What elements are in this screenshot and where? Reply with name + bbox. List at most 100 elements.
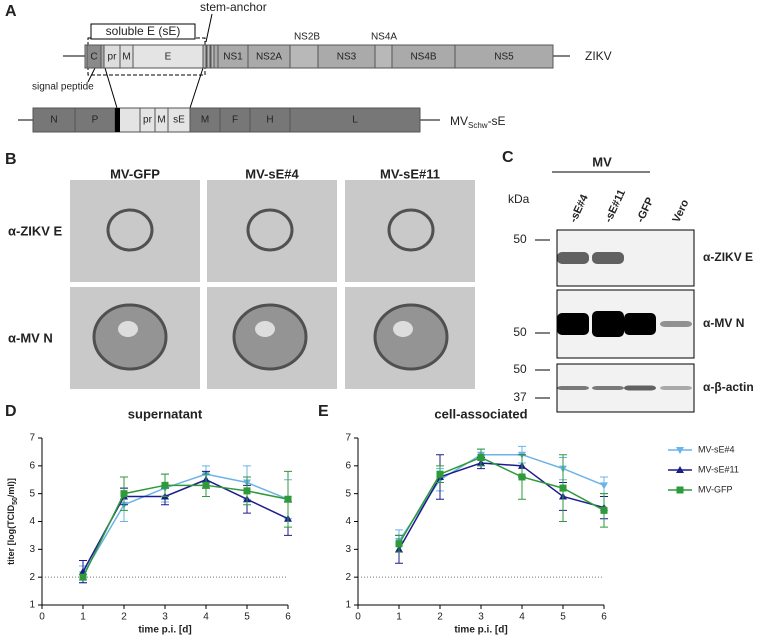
segment-label: NS4B [410,52,436,63]
gene-segment [289,44,319,69]
gene-segment [86,44,102,69]
y-axis-label: titer [log(TCID50/ml)] [6,478,18,565]
segment-label: NS5 [494,52,514,63]
x-tick-label: 4 [519,612,525,623]
y-tick-label: 4 [29,516,35,527]
panel-label: B [5,151,17,168]
lane-label: -sE#4 [567,192,591,224]
x-tick-label: 0 [355,612,361,623]
data-point [120,490,128,498]
column-header: MV-GFP [110,166,160,181]
label-part: /ml)] [6,478,16,497]
label-part: Schw [468,121,488,130]
data-point [243,487,251,495]
segment-label: NS2B [294,32,320,43]
cell-outline [92,303,168,371]
legend-label: MV-sE#4 [698,444,735,454]
segment-label: P [92,115,99,126]
row-label: α-MV N [8,330,53,345]
segment-label: NS4A [371,32,397,43]
segment-label: sE [173,115,185,126]
data-point [202,481,210,489]
gene-segment [454,44,554,69]
label-part: MV [450,114,468,128]
segment-label: NS2A [256,52,282,63]
band [592,252,624,264]
gene-segment [132,44,204,69]
gene-segment [289,107,421,133]
segment-label: C [90,52,97,63]
data-point [436,470,444,478]
vacuole [255,321,275,337]
segment-label: M [122,52,130,63]
annotation: signal peptide [32,82,94,93]
marker-label: 50 [513,362,527,376]
segment-label: pr [108,52,118,63]
y-tick-label: 3 [345,544,351,555]
y-tick-label: 7 [29,433,35,444]
y-tick-label: 2 [345,572,351,583]
legend-marker [676,447,684,454]
x-tick-label: 2 [121,612,127,623]
blot-label: α-ZIKV E [703,250,753,264]
legend-marker [676,466,684,473]
marker-label: 50 [513,232,527,246]
cell-outline [373,303,449,371]
segment-label: NS1 [223,52,243,63]
segment-label: M [157,115,165,126]
unit-label: kDa [508,192,530,206]
panel-label: C [502,149,514,166]
label-part: 50 [12,497,19,505]
band [592,386,624,390]
panel-label: E [318,403,329,420]
lane-label: -sE#11 [602,188,628,225]
gene-segment [317,44,376,69]
x-tick-label: 6 [285,612,291,623]
marker-label: 50 [513,325,527,339]
band [660,321,692,327]
band [624,385,656,391]
data-point [477,453,485,461]
segment-label: N [50,115,57,126]
micrograph [207,180,337,282]
legend-label: MV-sE#11 [698,464,739,474]
series-line [82,484,289,578]
x-axis-label: time p.i. [d] [454,625,507,636]
y-tick-label: 1 [29,600,35,611]
band [557,252,589,264]
data-point [518,473,526,481]
label-part: titer [log(TCID [6,504,16,564]
x-tick-label: 3 [478,612,484,623]
y-tick-label: 5 [345,488,351,499]
y-tick-label: 2 [29,572,35,583]
data-point [600,506,608,514]
x-tick-label: 2 [437,612,443,623]
genome-label: MVSchw-sE [450,114,506,130]
segment-label: F [232,115,238,126]
series-line [398,456,605,545]
gene-segment [74,107,116,133]
segment-label: H [266,115,273,126]
y-tick-label: 3 [29,544,35,555]
y-tick-label: 4 [345,516,351,527]
lane-label: Vero [670,198,691,225]
gene-segment [247,44,291,69]
segment-label: E [165,52,172,63]
y-tick-label: 6 [29,460,35,471]
y-tick-label: 5 [29,488,35,499]
legend-marker [676,486,684,494]
band [557,313,589,335]
blot-label: α-β-actin [703,380,754,394]
band [660,386,692,390]
region-label: stem-anchor [200,0,267,14]
x-axis-label: time p.i. [d] [138,625,191,636]
y-tick-label: 6 [345,460,351,471]
marker-label: 37 [513,390,527,404]
legend-label: MV-GFP [698,484,733,494]
gene-segment [219,107,251,133]
x-tick-label: 4 [203,612,209,623]
segment-label: NS3 [337,52,357,63]
gene-segment [206,44,211,69]
series-line [82,473,289,575]
label-part: -sE [488,114,506,128]
